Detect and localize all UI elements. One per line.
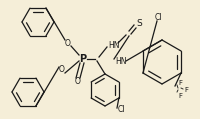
Text: HN: HN: [115, 57, 127, 67]
Text: O: O: [65, 39, 71, 47]
Text: O: O: [59, 65, 65, 74]
Text: F: F: [178, 80, 182, 86]
Text: Cl: Cl: [155, 12, 162, 22]
Text: F: F: [178, 93, 182, 99]
Text: O: O: [75, 77, 81, 87]
Text: Cl: Cl: [118, 106, 126, 114]
Text: F: F: [184, 87, 188, 93]
Text: HN: HN: [108, 40, 120, 50]
Text: P: P: [79, 54, 87, 64]
Text: S: S: [136, 18, 142, 27]
